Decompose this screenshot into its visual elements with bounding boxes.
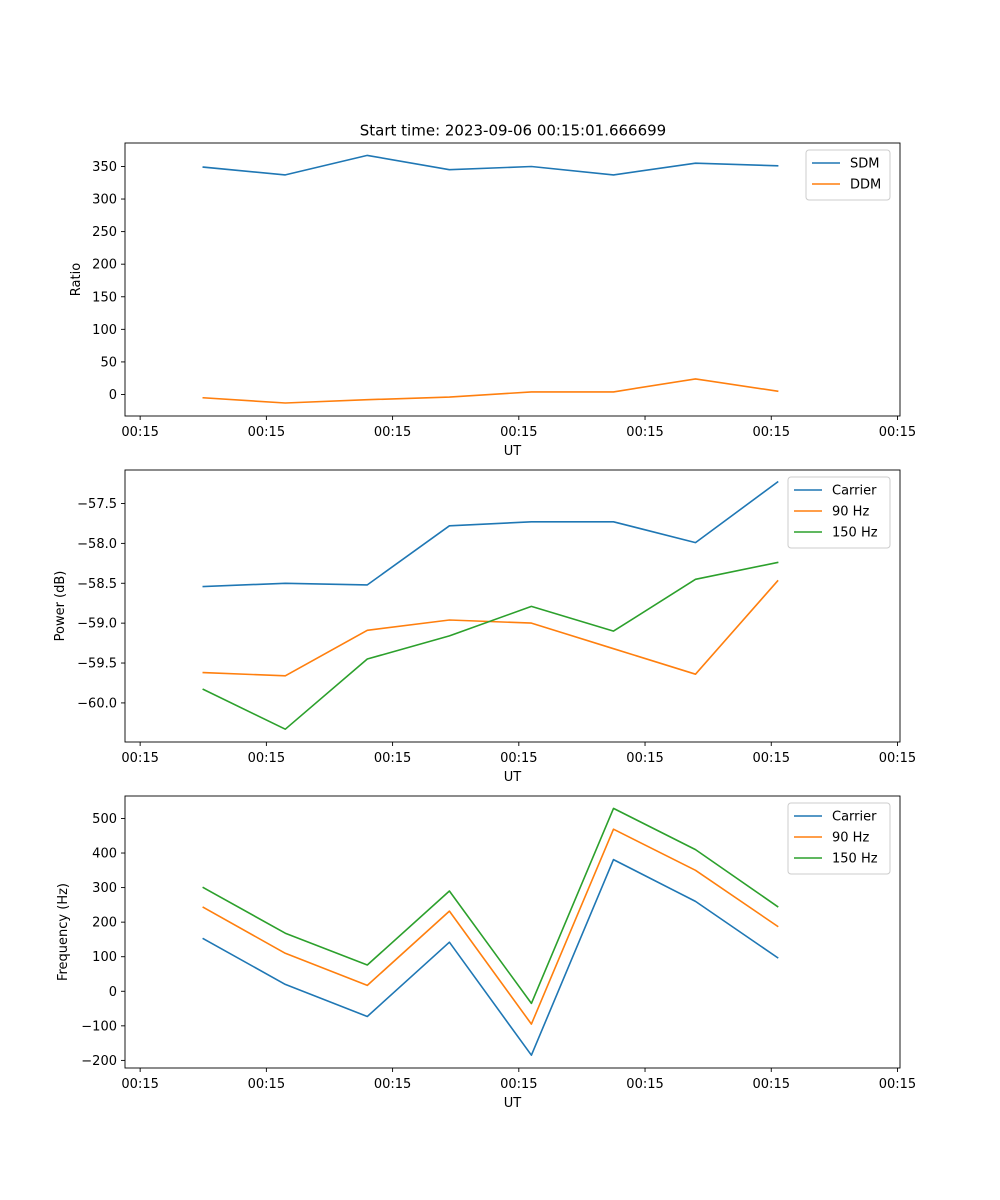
y-tick-label: −58.5 bbox=[77, 577, 117, 592]
y-tick-label: −58.0 bbox=[77, 537, 117, 552]
panel-3: 00:1500:1500:1500:1500:1500:1500:1500:16… bbox=[56, 795, 916, 1111]
x-tick-label: 00:15 bbox=[753, 425, 790, 440]
x-tick-label: 00:15 bbox=[248, 425, 285, 440]
series-line-90-hz bbox=[202, 828, 779, 1025]
legend: Carrier 90 Hz 150 Hz bbox=[787, 802, 891, 875]
y-tick-label: −57.5 bbox=[77, 497, 117, 512]
y-tick-label: −60.0 bbox=[77, 696, 117, 711]
series-line-150-hz bbox=[202, 561, 779, 731]
y-tick-label: 350 bbox=[92, 160, 117, 175]
series-line-carrier bbox=[202, 858, 779, 1056]
legend-entry-label: SDM bbox=[850, 157, 879, 172]
x-tick-label: 00:15 bbox=[500, 425, 537, 440]
x-tick-label: 00:15 bbox=[121, 425, 158, 440]
x-tick-label: 00:15 bbox=[753, 1077, 790, 1092]
panel-2: 00:1500:1500:1500:1500:1500:1500:1500:16… bbox=[53, 469, 916, 785]
y-axis-label: Power (dB) bbox=[53, 571, 68, 642]
x-tick-label: 00:15 bbox=[879, 425, 916, 440]
y-tick-label: 100 bbox=[92, 323, 117, 338]
y-tick-label: 0 bbox=[109, 388, 117, 403]
legend-entry-label: Carrier bbox=[832, 810, 877, 825]
x-tick-label: 00:15 bbox=[248, 1077, 285, 1092]
panel-1: 00:1500:1500:1500:1500:1500:1500:1500:16… bbox=[69, 142, 916, 459]
legend-entry-label: 90 Hz bbox=[832, 505, 869, 520]
y-tick-label: 100 bbox=[92, 950, 117, 965]
series-line-carrier bbox=[202, 480, 779, 588]
y-tick-label: 150 bbox=[92, 290, 117, 305]
x-tick-label: 00:15 bbox=[626, 425, 663, 440]
x-tick-label: 00:15 bbox=[374, 751, 411, 766]
axes-frame bbox=[124, 142, 901, 417]
y-tick-label: 200 bbox=[92, 916, 117, 931]
y-tick-label: 400 bbox=[92, 847, 117, 862]
y-tick-label: −59.5 bbox=[77, 657, 117, 672]
y-tick-label: −200 bbox=[81, 1054, 117, 1069]
x-tick-label: 00:15 bbox=[753, 751, 790, 766]
legend: Carrier 90 Hz 150 Hz bbox=[787, 476, 891, 549]
x-tick-label: 00:15 bbox=[500, 751, 537, 766]
x-tick-label: 00:15 bbox=[248, 751, 285, 766]
legend-entry-label: 150 Hz bbox=[832, 526, 878, 541]
legend-entry-label: DDM bbox=[850, 178, 881, 193]
figure-title: Start time: 2023-09-06 00:15:01.666699 bbox=[360, 122, 666, 140]
x-tick-label: 00:15 bbox=[500, 1077, 537, 1092]
x-axis-label: UT bbox=[504, 1096, 522, 1111]
legend-box bbox=[787, 476, 891, 549]
legend: SDM DDM bbox=[805, 149, 891, 201]
legend-entry-label: Carrier bbox=[832, 484, 877, 499]
y-tick-label: 0 bbox=[109, 985, 117, 1000]
x-tick-label: 00:15 bbox=[879, 751, 916, 766]
series-line-sdm bbox=[202, 154, 779, 176]
y-tick-label: 300 bbox=[92, 193, 117, 208]
y-axis-label: Frequency (Hz) bbox=[56, 883, 71, 981]
x-tick-label: 00:15 bbox=[879, 1077, 916, 1092]
x-axis-label: UT bbox=[504, 444, 522, 459]
x-tick-label: 00:15 bbox=[626, 1077, 663, 1092]
legend-entry-label: 150 Hz bbox=[832, 852, 878, 867]
y-tick-label: 300 bbox=[92, 881, 117, 896]
y-tick-label: −100 bbox=[81, 1019, 117, 1034]
series-line-150-hz bbox=[202, 807, 779, 1005]
panels: 00:1500:1500:1500:1500:1500:1500:1500:16… bbox=[53, 142, 916, 1111]
x-tick-label: 00:15 bbox=[626, 751, 663, 766]
y-tick-label: 200 bbox=[92, 258, 117, 273]
x-tick-label: 00:15 bbox=[374, 425, 411, 440]
axes-frame bbox=[124, 469, 901, 743]
y-tick-label: 250 bbox=[92, 225, 117, 240]
y-tick-label: 50 bbox=[100, 355, 117, 370]
x-tick-label: 00:15 bbox=[121, 1077, 158, 1092]
x-tick-label: 00:15 bbox=[121, 751, 158, 766]
x-axis-label: UT bbox=[504, 770, 522, 785]
axes-frame bbox=[124, 795, 901, 1069]
x-tick-label: 00:15 bbox=[374, 1077, 411, 1092]
y-tick-label: 500 bbox=[92, 812, 117, 827]
legend-box bbox=[787, 802, 891, 875]
y-axis-label: Ratio bbox=[69, 263, 84, 296]
legend-entry-label: 90 Hz bbox=[832, 831, 869, 846]
y-tick-label: −59.0 bbox=[77, 617, 117, 632]
series-line-ddm bbox=[202, 378, 779, 404]
